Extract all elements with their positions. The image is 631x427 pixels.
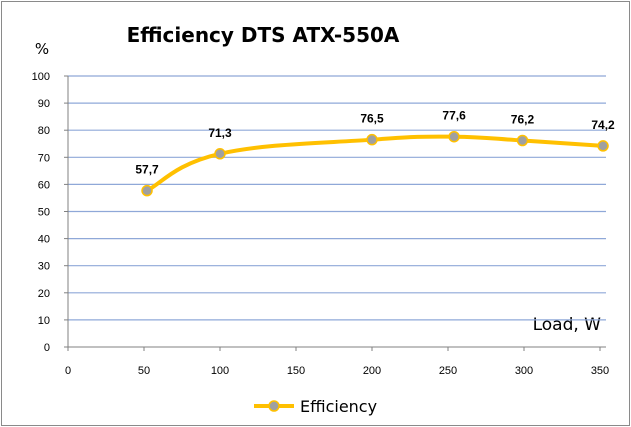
y-tick-label: 0	[44, 342, 50, 354]
data-label: 71,3	[208, 126, 232, 140]
chart-title: Efficiency DTS ATX-550A	[127, 23, 400, 47]
y-tick-label: 10	[38, 315, 50, 327]
y-tick-label: 50	[38, 207, 50, 219]
y-tick-label: 40	[38, 234, 50, 246]
y-axis-label: %	[35, 40, 49, 58]
x-tick-label: 350	[591, 365, 609, 377]
x-tick-label: 0	[65, 365, 71, 377]
data-point	[214, 148, 226, 160]
series-line-efficiency	[145, 134, 606, 193]
data-label: 57,7	[135, 163, 159, 177]
x-tick-label: 100	[211, 365, 229, 377]
data-point	[366, 133, 378, 146]
x-axis-label: Load, W	[533, 315, 602, 335]
x-tick-label: 200	[363, 365, 381, 377]
legend: Efficiency	[254, 397, 377, 416]
y-tick-label: 90	[38, 98, 50, 110]
data-point	[516, 134, 529, 147]
data-label: 76,5	[360, 112, 384, 126]
x-tick-label: 50	[138, 365, 150, 377]
data-point	[141, 184, 153, 197]
y-tick-label: 80	[38, 125, 50, 137]
y-tick-label: 60	[38, 179, 50, 191]
data-label: 77,6	[442, 109, 466, 123]
data-label: 74,2	[591, 118, 615, 132]
data-point	[597, 140, 609, 152]
data-label: 76,2	[511, 112, 535, 126]
legend-marker	[268, 400, 280, 412]
y-tick-label: 30	[38, 261, 50, 273]
data-point	[448, 130, 460, 143]
y-tick-label: 20	[38, 288, 50, 300]
legend-entry-efficiency: Efficiency	[300, 397, 377, 416]
x-tick-label: 250	[439, 365, 457, 377]
x-tick-label: 150	[287, 365, 305, 377]
y-tick-label: 100	[32, 71, 50, 83]
y-tick-label: 70	[38, 152, 50, 164]
x-tick-label: 300	[515, 365, 533, 377]
